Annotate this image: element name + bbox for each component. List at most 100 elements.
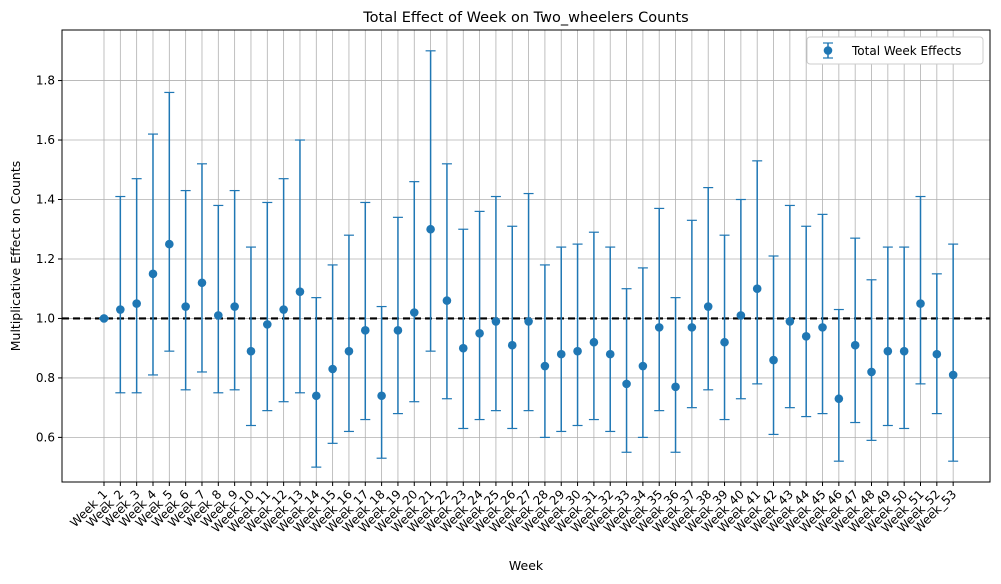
y-tick-label: 1.8 xyxy=(36,74,55,88)
plot-area-frame xyxy=(61,29,991,483)
x-axis: Week_1Week_2Week_3Week_4Week_5Week_6Week… xyxy=(67,482,959,535)
data-point-group xyxy=(523,192,534,412)
data-point xyxy=(442,296,452,305)
data-point xyxy=(556,349,566,359)
data-point-group xyxy=(801,225,812,418)
data-point xyxy=(687,323,697,332)
data-point-group xyxy=(147,133,158,376)
data-point-group xyxy=(327,264,338,444)
data-point-group xyxy=(474,210,485,421)
data-point xyxy=(752,284,762,294)
data-point xyxy=(148,269,158,279)
data-point-group xyxy=(703,187,714,391)
data-point xyxy=(932,349,942,359)
data-point-group xyxy=(686,219,697,409)
legend-label: Total Week Effects xyxy=(851,44,961,58)
data-point-group xyxy=(817,213,828,415)
data-point xyxy=(948,370,958,380)
data-point-group xyxy=(654,207,665,412)
data-point xyxy=(883,346,893,356)
data-point-group xyxy=(850,237,861,424)
data-point-group xyxy=(539,264,550,438)
data-point xyxy=(573,346,582,356)
data-point-group xyxy=(409,181,420,403)
data-point-group xyxy=(131,178,142,394)
data-point xyxy=(263,320,272,329)
data-point xyxy=(393,326,403,335)
data-point xyxy=(769,355,778,365)
data-point xyxy=(671,382,680,392)
y-axis-label: Multiplicative Effect on Counts xyxy=(8,161,23,352)
data-point xyxy=(230,302,239,311)
data-point xyxy=(507,340,517,350)
data-point xyxy=(540,361,550,371)
data-point-group xyxy=(245,246,256,427)
series-total-week-effects xyxy=(99,50,959,468)
data-point xyxy=(834,394,844,404)
data-point-group xyxy=(392,216,403,415)
legend-box xyxy=(806,36,984,65)
data-point-group xyxy=(196,163,207,373)
y-tick-label: 0.8 xyxy=(36,371,55,385)
data-point xyxy=(458,343,468,353)
data-point xyxy=(311,391,321,401)
data-point-group xyxy=(343,234,354,433)
data-point xyxy=(181,302,190,311)
data-point xyxy=(360,326,370,335)
data-point xyxy=(295,287,305,296)
data-point-group xyxy=(278,178,289,403)
data-point xyxy=(116,305,125,314)
data-point-group xyxy=(768,255,779,436)
data-point-group xyxy=(948,243,959,462)
data-point xyxy=(377,391,386,401)
data-point-group xyxy=(588,231,599,421)
data-point xyxy=(524,317,533,326)
data-point-group xyxy=(262,201,273,412)
data-point-group xyxy=(294,139,305,394)
y-tick-label: 1.4 xyxy=(36,193,55,207)
data-point-group xyxy=(115,195,126,394)
data-point-group xyxy=(164,91,175,352)
data-point xyxy=(132,299,141,308)
data-point xyxy=(409,308,419,317)
data-point-group xyxy=(490,195,501,412)
data-point xyxy=(801,331,811,341)
data-point-group xyxy=(507,225,518,430)
data-point-group xyxy=(556,246,567,433)
data-point xyxy=(99,314,109,323)
data-point xyxy=(344,346,354,356)
legend: Total Week Effects xyxy=(806,36,984,65)
data-point xyxy=(785,317,795,326)
data-point xyxy=(165,239,174,249)
data-point-group xyxy=(637,267,648,438)
data-point xyxy=(720,337,729,347)
data-point xyxy=(214,311,223,320)
y-axis: 0.6 0.8 1.0 1.2 1.4 1.6 1.8 xyxy=(36,74,62,444)
data-point-group xyxy=(670,297,681,453)
data-point-group xyxy=(784,204,795,409)
data-point xyxy=(328,364,337,374)
data-point xyxy=(916,299,925,308)
data-point xyxy=(426,224,435,234)
data-point xyxy=(899,346,909,356)
data-point xyxy=(703,302,713,311)
data-point-group xyxy=(376,305,387,459)
data-point xyxy=(589,337,599,347)
x-axis-label: Week xyxy=(509,558,544,573)
data-point xyxy=(622,379,631,389)
data-point-group xyxy=(752,160,763,385)
data-point-group xyxy=(833,308,844,462)
y-tick-label: 0.6 xyxy=(36,430,55,444)
data-point xyxy=(850,340,860,350)
data-point xyxy=(279,305,288,314)
data-point-group xyxy=(915,195,926,385)
data-point-group xyxy=(931,273,942,415)
data-point xyxy=(818,323,827,332)
chart-title: Total Effect of Week on Two_wheelers Cou… xyxy=(362,10,688,26)
data-point-group xyxy=(882,246,893,427)
data-point-group xyxy=(899,246,910,430)
data-point-group xyxy=(735,198,746,400)
data-point xyxy=(475,329,484,338)
